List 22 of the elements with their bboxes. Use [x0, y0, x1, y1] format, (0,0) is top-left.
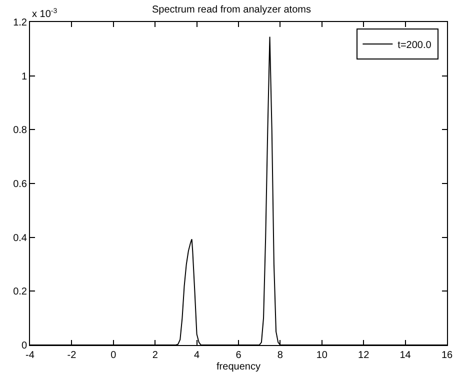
- y-tick-label: 0.4: [13, 232, 28, 244]
- x-tick-label: 4: [194, 350, 200, 361]
- x-tick-label: -4: [26, 350, 35, 361]
- x-tick-label: 16: [441, 350, 453, 361]
- chart-title: Spectrum read from analyzer atoms: [152, 4, 311, 16]
- x-tick-label: 6: [236, 350, 242, 361]
- x-axis-title: frequency: [216, 362, 260, 372]
- x-tick-label: 2: [152, 350, 158, 361]
- x-tick-label: 12: [358, 350, 370, 361]
- y-tick-label: 1.2: [13, 18, 28, 28]
- x-tick-label: 14: [400, 350, 412, 361]
- x-tick-label: 10: [316, 350, 328, 361]
- legend-label: t=200.0: [398, 40, 432, 51]
- y-tick-label: 0: [21, 340, 28, 352]
- y-tick-label: 0.2: [13, 286, 28, 298]
- y-tick-label: 0.6: [13, 179, 28, 190]
- x-tick-label: 8: [277, 350, 284, 361]
- x-tick-label: 0: [110, 350, 117, 361]
- x-tick-label: -2: [67, 350, 77, 361]
- y-tick-label: 0.8: [13, 125, 28, 136]
- text: x 10$^{-3}$: [32, 8, 58, 20]
- y-tick-label: 1: [21, 71, 28, 82]
